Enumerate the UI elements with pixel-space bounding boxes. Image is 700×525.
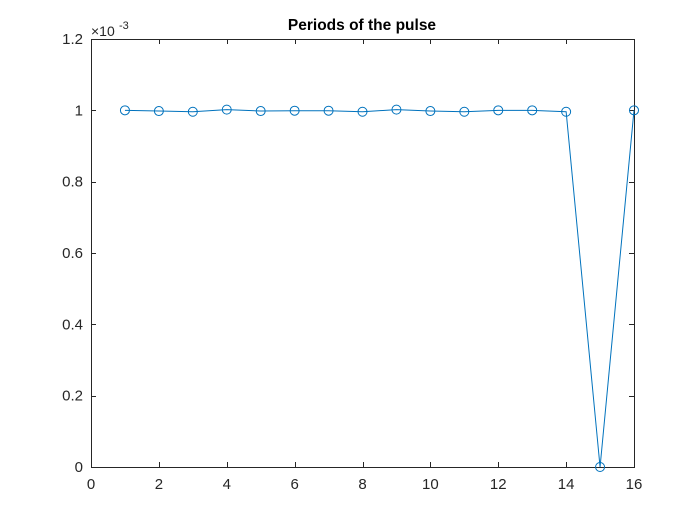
y-tick-label: 0.8 [62,174,83,191]
x-tick-label: 10 [422,476,439,493]
data-point [357,106,368,117]
y-axis-ticks: 0 0.2 0.4 0.6 0.8 1 1.2 [62,31,634,476]
x-tick-label: 4 [223,476,231,493]
y-axis-exponent: ×10 -3 [91,20,129,39]
chart-title: Periods of the pulse [288,17,437,34]
x-tick-label: 0 [87,476,95,493]
x-tick-label: 12 [490,476,507,493]
y-tick-label: 0.4 [62,316,83,333]
x-tick-label: 14 [558,476,575,493]
data-point [425,106,436,117]
series-line [124,109,635,468]
x-tick-label: 8 [358,476,366,493]
data-point [459,106,470,117]
x-tick-label: 16 [626,476,643,493]
series-layer [119,104,639,472]
data-point [561,106,572,117]
data-point [119,105,130,116]
data-point [255,106,266,117]
y-tick-label: 1 [75,102,83,119]
y-tick-label: 1.2 [62,31,83,48]
x-tick-label: 2 [155,476,163,493]
data-point [187,106,198,117]
data-point [527,105,538,116]
data-point [391,104,402,115]
y-axis-exponent-power: -3 [119,20,129,32]
y-axis-exponent-base: ×10 [91,23,115,39]
y-tick-label: 0 [75,459,83,476]
data-point [493,105,504,116]
x-axis-ticks: 0 2 4 6 8 10 12 14 16 [87,39,643,493]
plot-area [91,39,634,467]
y-tick-label: 0.6 [62,245,83,262]
data-point [595,462,606,472]
data-point [221,104,232,115]
data-point [629,105,639,116]
data-point [153,106,164,117]
y-tick-label: 0.2 [62,388,83,405]
data-point [323,105,334,116]
x-tick-label: 6 [290,476,298,493]
data-point [289,105,300,116]
